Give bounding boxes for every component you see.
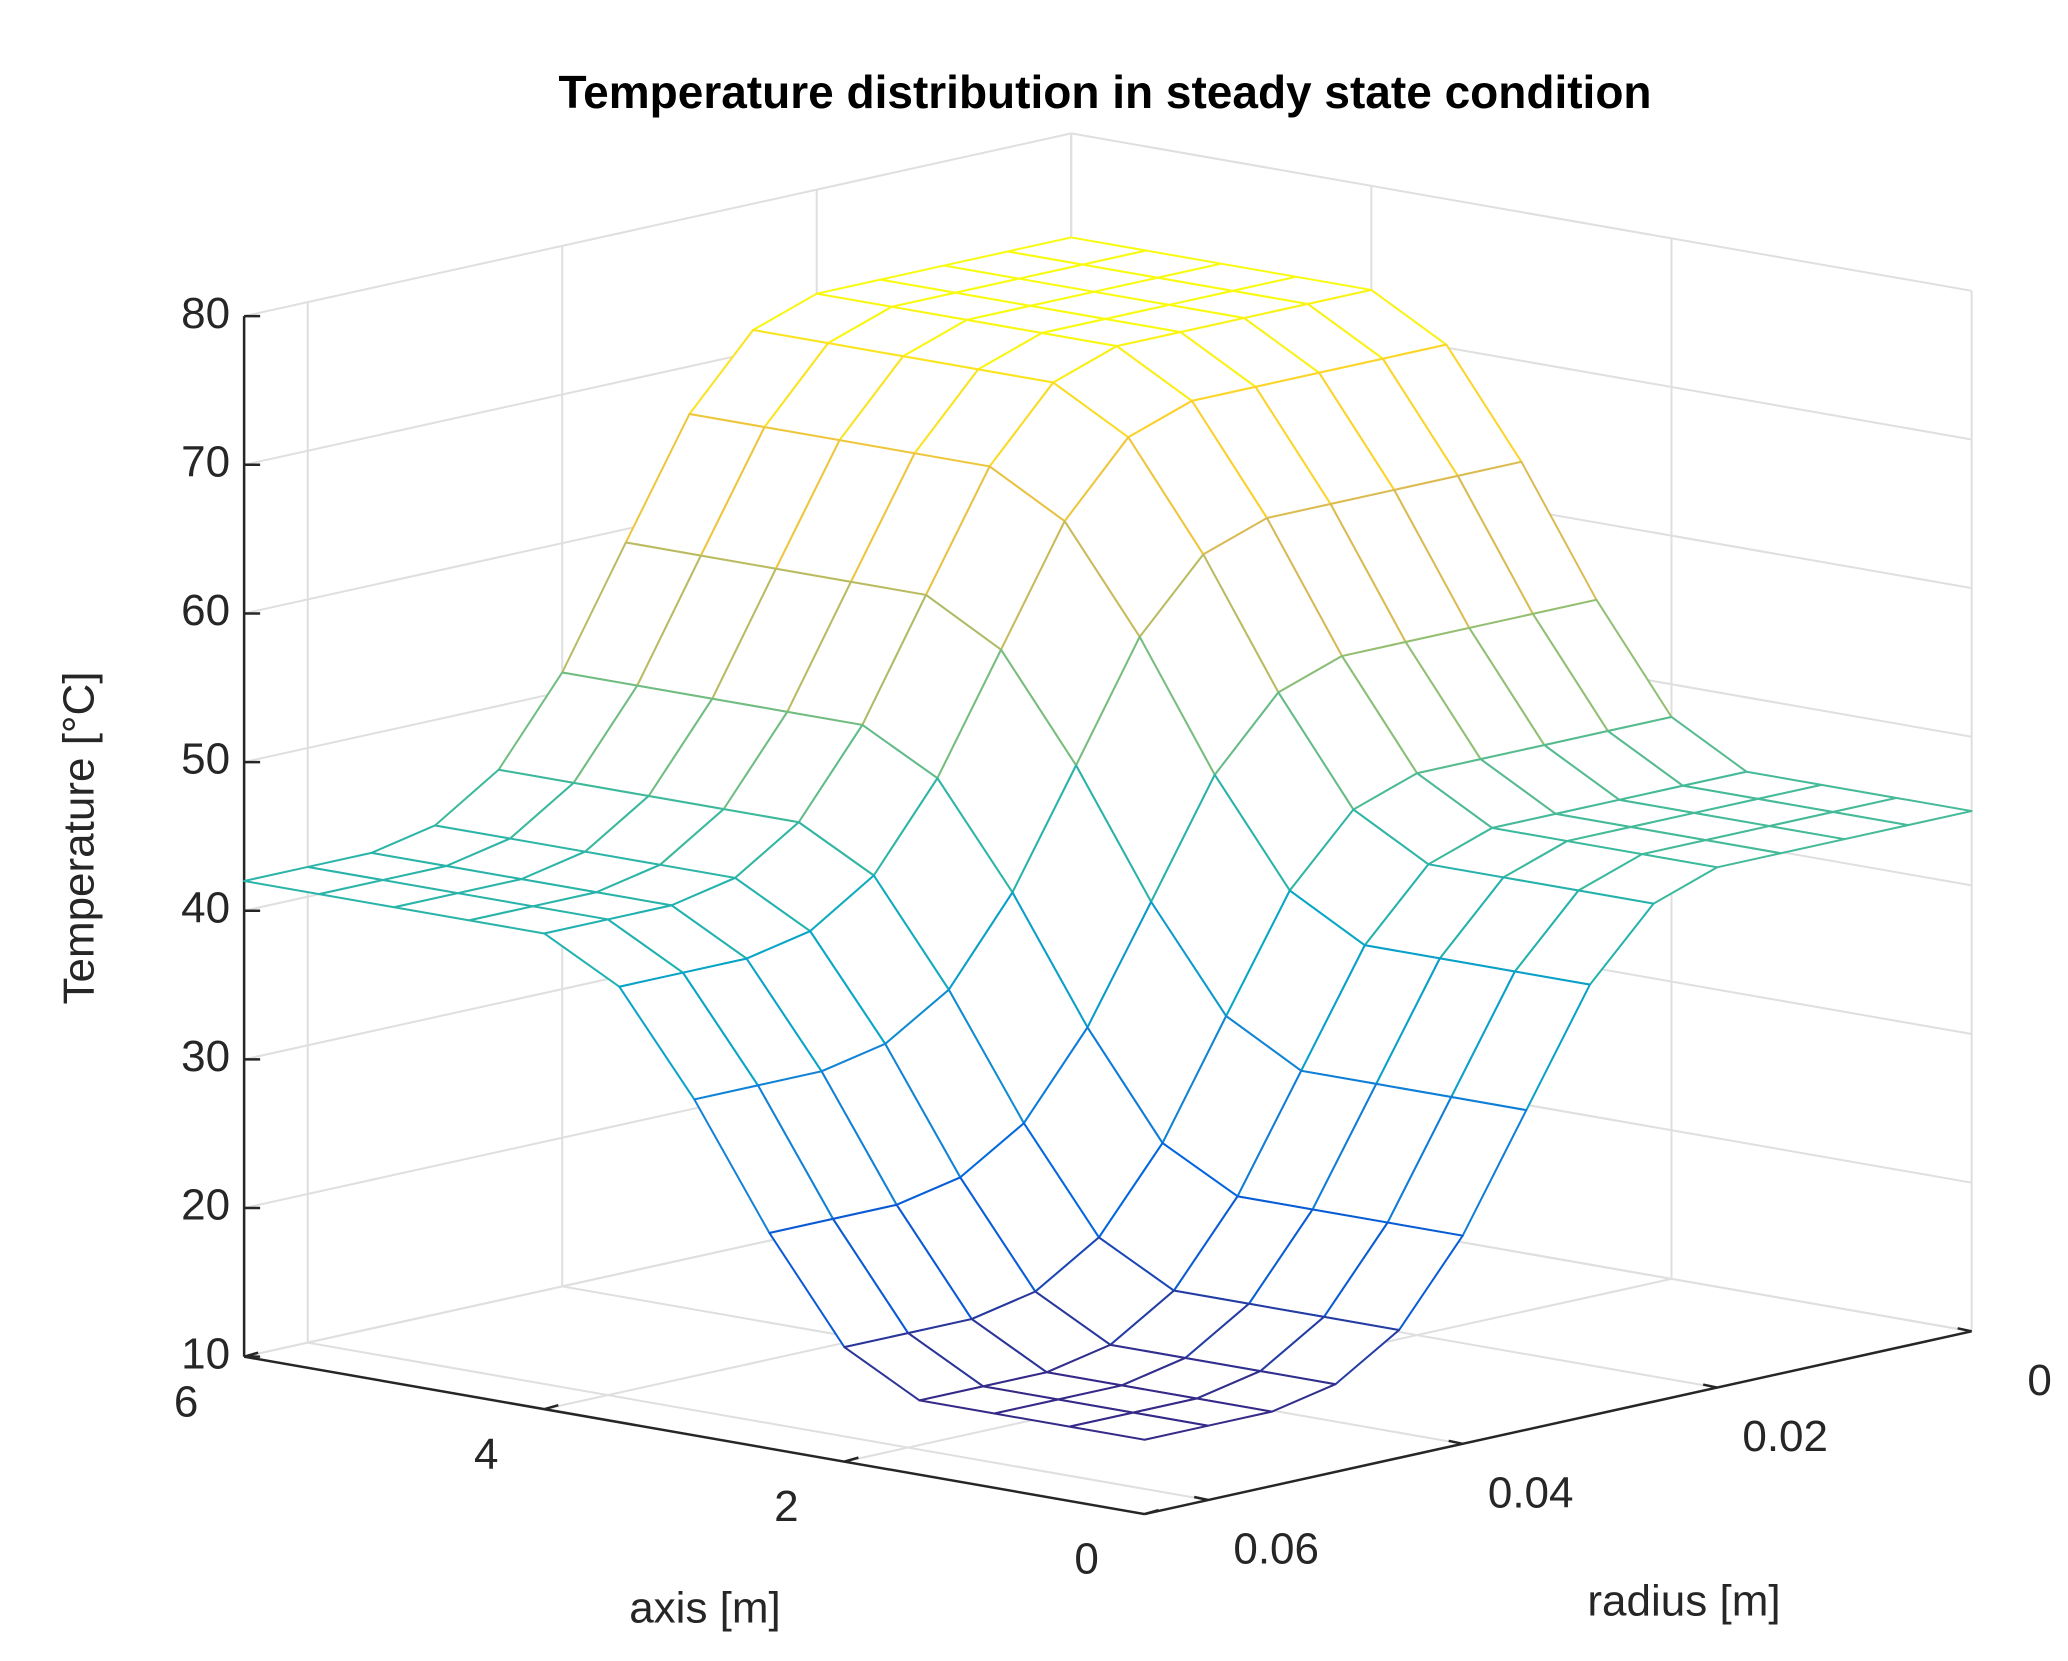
z-tick-label: 40 [181, 883, 230, 932]
x-tick-label: 0 [1074, 1535, 1098, 1584]
y-tick [1702, 1383, 1718, 1389]
z-tick-label: 20 [181, 1181, 230, 1230]
z-axis-label: Temperature [°C] [55, 671, 104, 1004]
z-tick-label: 50 [181, 735, 230, 784]
x-tick [844, 1456, 859, 1463]
grid-line [307, 1341, 1209, 1502]
x-tick-label: 2 [774, 1482, 798, 1531]
x-tick [543, 1403, 559, 1411]
x-tick [243, 1351, 259, 1358]
x-tick-label: 6 [174, 1377, 198, 1426]
mesh-cell [1068, 1411, 1210, 1441]
z-tick-label: 70 [181, 437, 230, 486]
y-tick [1193, 1495, 1209, 1502]
y-axis-line [1144, 1330, 1972, 1516]
y-tick [1957, 1327, 1972, 1333]
y-tick-label: 0 [2027, 1356, 2051, 1405]
y-tick-label: 0.04 [1488, 1468, 1574, 1517]
z-tick-label: 60 [181, 586, 230, 635]
chart-title: Temperature distribution in steady state… [558, 66, 1651, 118]
z-tick-label: 10 [181, 1329, 230, 1378]
x-axis-label: axis [m] [629, 1584, 781, 1633]
z-tick-label: 30 [181, 1032, 230, 1081]
grid-line [1071, 132, 1972, 292]
y-tick [1448, 1439, 1463, 1446]
y-tick-label: 0.02 [1742, 1412, 1828, 1461]
y-axis-label: radius [m] [1587, 1577, 1780, 1626]
x-tick [1144, 1508, 1159, 1516]
x-axis-line [243, 1355, 1145, 1516]
z-tick-label: 80 [181, 289, 230, 338]
x-tick-label: 4 [474, 1430, 498, 1479]
grid-line [243, 132, 1072, 318]
y-tick-label: 0.06 [1233, 1525, 1319, 1574]
